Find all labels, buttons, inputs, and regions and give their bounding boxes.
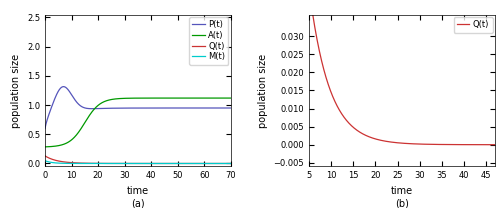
M(t) [224, 162, 230, 165]
Q(t) [381, 140, 387, 142]
Y-axis label: population size: population size [258, 53, 268, 128]
A(t) [228, 97, 234, 99]
P(t) [42, 127, 48, 130]
A(t) [204, 97, 210, 99]
Legend: Q(t): Q(t) [454, 17, 492, 33]
A(t) [42, 146, 48, 148]
Y-axis label: population size: population size [12, 53, 22, 128]
Q(t) [388, 141, 394, 143]
Q(t) [228, 162, 234, 165]
X-axis label: time: time [391, 186, 413, 196]
M(t) [228, 162, 234, 165]
Q(t) [74, 162, 80, 164]
Q(t) [122, 162, 128, 165]
A(t) [74, 133, 80, 135]
Legend: P(t), A(t), Q(t), M(t): P(t), A(t), Q(t), M(t) [189, 17, 228, 65]
Q(t) [434, 143, 440, 146]
Q(t) [454, 143, 460, 146]
A(t) [224, 97, 230, 99]
P(t) [60, 85, 66, 88]
Q(t) [325, 83, 331, 85]
Q(t) [224, 162, 230, 165]
P(t) [114, 107, 119, 109]
Q(t) [114, 162, 119, 165]
M(t) [74, 162, 80, 165]
Q(t) [63, 161, 69, 163]
Title: (a): (a) [131, 199, 145, 208]
Title: (b): (b) [395, 199, 409, 208]
Line: Q(t): Q(t) [45, 156, 231, 163]
P(t) [64, 87, 70, 89]
X-axis label: time: time [127, 186, 149, 196]
M(t) [122, 162, 128, 165]
M(t) [42, 159, 48, 162]
Q(t) [492, 144, 498, 146]
Q(t) [42, 155, 48, 157]
A(t) [63, 142, 69, 145]
P(t) [122, 107, 128, 109]
P(t) [228, 107, 234, 109]
A(t) [122, 97, 128, 100]
Line: P(t): P(t) [45, 87, 231, 128]
P(t) [204, 107, 210, 109]
P(t) [74, 102, 80, 104]
M(t) [204, 162, 210, 165]
Line: M(t): M(t) [45, 161, 231, 163]
Q(t) [204, 162, 210, 165]
Line: Q(t): Q(t) [309, 0, 495, 145]
P(t) [224, 107, 230, 109]
M(t) [63, 162, 69, 165]
Q(t) [451, 143, 457, 146]
Line: A(t): A(t) [45, 98, 231, 147]
A(t) [114, 98, 119, 100]
M(t) [114, 162, 119, 165]
